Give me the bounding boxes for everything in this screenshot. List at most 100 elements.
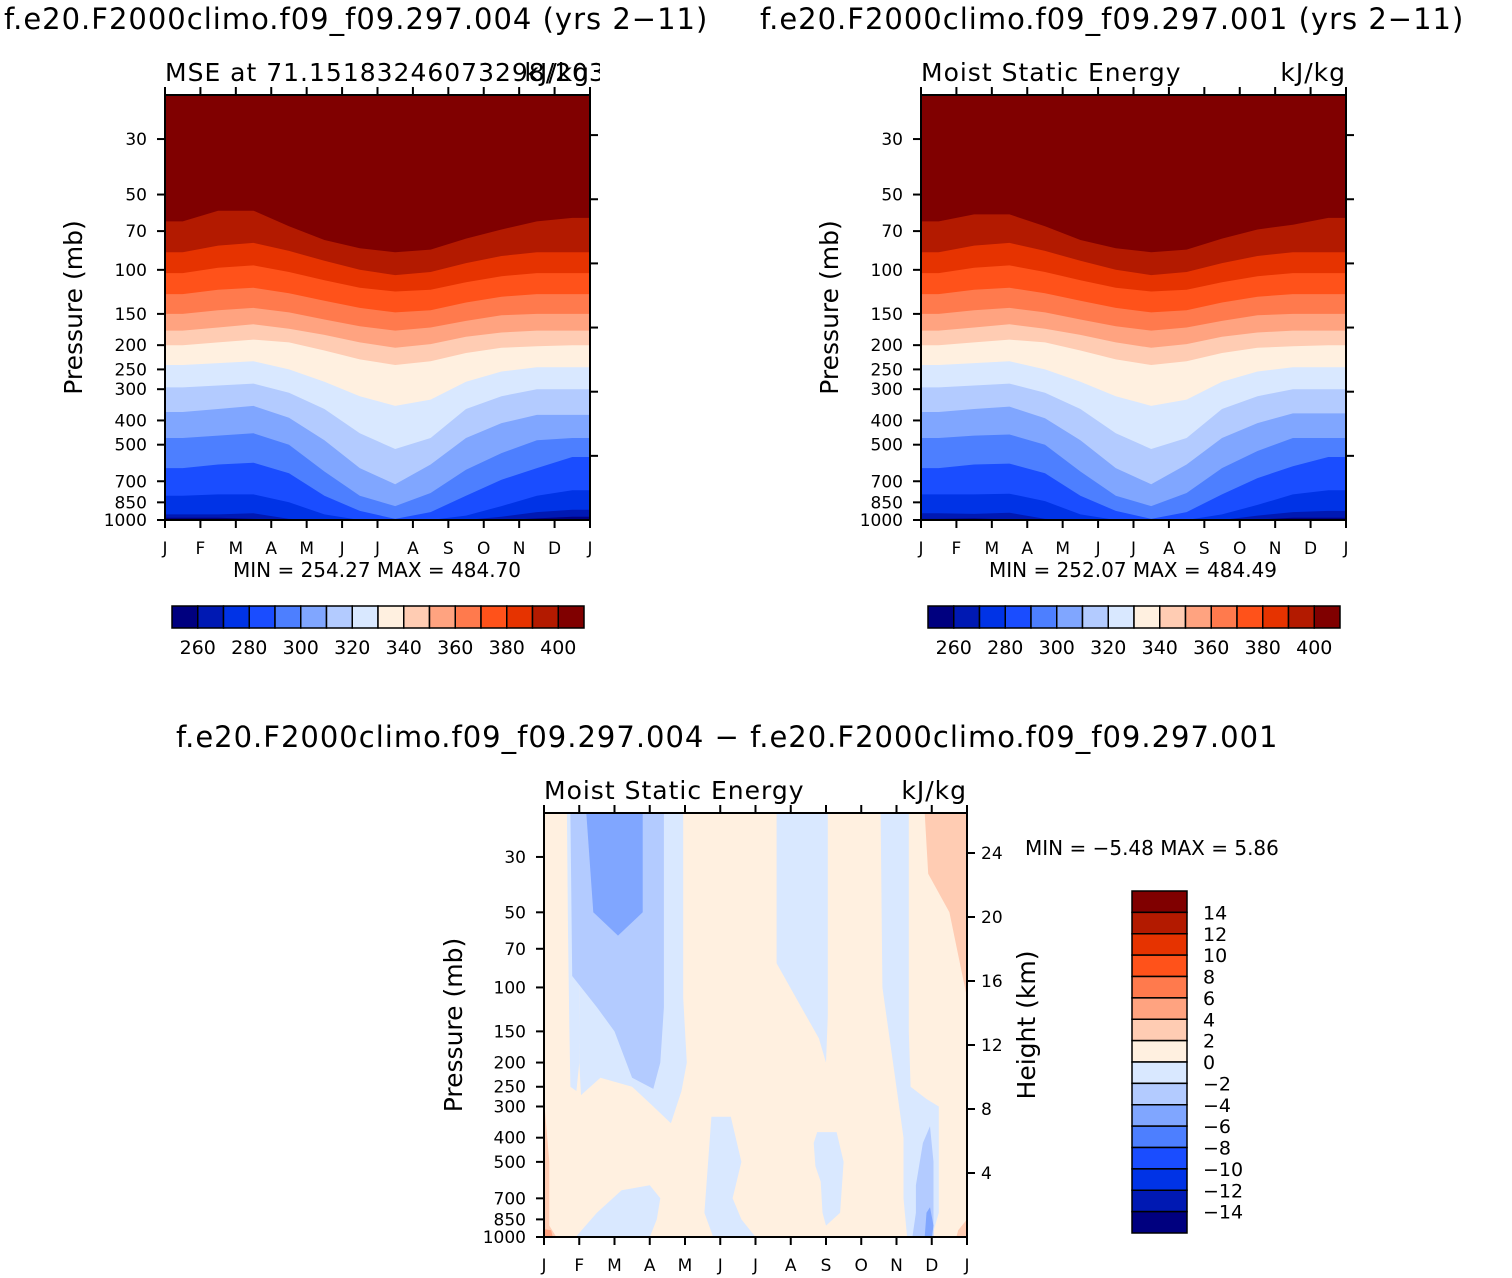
colorbar-box <box>1210 605 1238 629</box>
colorbar-box <box>1287 605 1315 629</box>
contour-region-8 <box>704 1116 756 1237</box>
pressure-tick-label: 70 <box>125 222 147 242</box>
x-tick-label: J <box>374 539 380 559</box>
pressure-tick-label: 500 <box>115 436 147 456</box>
x-tick-label: N <box>1269 539 1282 559</box>
colorbar-box <box>1107 605 1135 629</box>
colorbar-box <box>454 605 482 629</box>
contour-band-270 <box>921 510 1346 520</box>
colorbar-box <box>506 605 534 629</box>
colorbar-box <box>1159 605 1187 629</box>
colorbar-box <box>953 605 981 629</box>
colorbar-box <box>1184 605 1212 629</box>
colorbar-label: 360 <box>437 637 473 659</box>
height-tick-label: 24 <box>981 844 1003 864</box>
pressure-tick-label: 700 <box>871 472 903 492</box>
colorbar-label: 300 <box>1039 637 1075 659</box>
colorbar-label: −6 <box>1203 1116 1231 1138</box>
pressure-tick-label: 300 <box>494 1098 526 1118</box>
colorbar-box <box>1131 1146 1188 1170</box>
x-tick-label: J <box>1342 539 1348 559</box>
x-tick-label: A <box>644 1256 656 1275</box>
colorbar-label: 380 <box>1245 637 1281 659</box>
colorbar-box <box>1262 605 1290 629</box>
colorbar-box <box>531 605 559 629</box>
pressure-tick-label: 500 <box>871 436 903 456</box>
plot-title: Moist Static Energy <box>921 58 1182 87</box>
height-tick-label: 4 <box>981 1164 992 1184</box>
colorbar-box <box>1131 975 1188 999</box>
pressure-tick-label: 850 <box>115 493 147 513</box>
colorbar-box <box>351 605 379 629</box>
colorbar-label: 300 <box>283 637 319 659</box>
x-tick-label: O <box>477 539 490 559</box>
pressure-tick-label: 150 <box>494 1022 526 1042</box>
pressure-tick-label: 250 <box>115 360 147 380</box>
colorbar-box <box>1131 1082 1188 1106</box>
colorbar-box <box>1030 605 1058 629</box>
pressure-tick-label: 70 <box>504 940 526 960</box>
colorbar-label: −4 <box>1203 1095 1231 1117</box>
x-tick-label: F <box>952 539 962 559</box>
colorbar-label: 280 <box>231 637 267 659</box>
pressure-tick-label: 850 <box>871 493 903 513</box>
pressure-tick-label: 200 <box>115 336 147 356</box>
colorbar-box <box>197 605 225 629</box>
pressure-tick-label: 150 <box>115 305 147 325</box>
height-tick-label: 12 <box>981 1036 1003 1056</box>
colorbar-label: −2 <box>1203 1073 1231 1095</box>
pressure-tick-label: 30 <box>504 848 526 868</box>
colorbar-label: 12 <box>1203 924 1227 946</box>
colorbar-box <box>1081 605 1109 629</box>
colorbar-box <box>1313 605 1341 629</box>
colorbar-box <box>1131 911 1188 935</box>
colorbar-label: 4 <box>1203 1009 1215 1031</box>
colorbar-label: 320 <box>334 637 370 659</box>
x-tick-label: J <box>540 1256 546 1275</box>
plot-units: kJ/kg <box>901 776 967 805</box>
colorbar-box <box>300 605 328 629</box>
page-title-diff: f.e20.F2000climo.f09_f09.297.004 − f.e20… <box>176 720 1279 754</box>
colorbar-label: 10 <box>1203 945 1227 967</box>
contour-region-5 <box>880 813 939 1237</box>
x-tick-label: A <box>1021 539 1033 559</box>
colorbar-box <box>1236 605 1264 629</box>
stats-text: MIN = 252.07 MAX = 484.49 <box>989 558 1277 582</box>
colorbar-label: 2 <box>1203 1031 1215 1053</box>
stats-text: MIN = 254.27 MAX = 484.70 <box>233 558 521 582</box>
x-tick-label: F <box>196 539 206 559</box>
x-tick-label: D <box>548 539 561 559</box>
plot-title: Moist Static Energy <box>544 776 805 805</box>
colorbar-label: 400 <box>540 637 576 659</box>
pressure-tick-label: 100 <box>871 261 903 281</box>
pressure-tick-label: 100 <box>115 261 147 281</box>
x-tick-label: J <box>1130 539 1136 559</box>
pressure-tick-label: 300 <box>115 380 147 400</box>
contour-band-270 <box>165 509 590 520</box>
colorbar-box <box>1131 1104 1188 1127</box>
colorbar-box <box>1131 997 1188 1020</box>
colorbar-label: −12 <box>1203 1180 1243 1202</box>
height-tick-label: 16 <box>981 972 1003 992</box>
colorbar-box <box>557 605 585 629</box>
colorbar-box <box>1131 890 1188 914</box>
contour-region-7 <box>924 1207 934 1237</box>
colorbar-box <box>325 605 353 629</box>
colorbar-box <box>1131 1061 1188 1085</box>
colorbar-label: −14 <box>1203 1202 1243 1224</box>
x-tick-label: M <box>678 1256 693 1275</box>
contour-region-10 <box>575 1185 661 1237</box>
pressure-tick-label: 50 <box>504 903 526 923</box>
colorbar-box <box>1131 1210 1188 1234</box>
colorbar-box <box>1056 605 1084 629</box>
contour-region-12 <box>544 1099 557 1237</box>
colorbar-box <box>1131 954 1188 978</box>
y2-axis-label: Height (km) <box>1012 951 1041 1100</box>
pressure-tick-label: 50 <box>881 186 903 206</box>
x-tick-label: J <box>339 539 345 559</box>
x-tick-label: S <box>821 1256 832 1275</box>
colorbar-box <box>978 605 1006 629</box>
colorbar-box <box>222 605 250 629</box>
pressure-tick-label: 300 <box>871 380 903 400</box>
pressure-tick-label: 200 <box>494 1054 526 1074</box>
